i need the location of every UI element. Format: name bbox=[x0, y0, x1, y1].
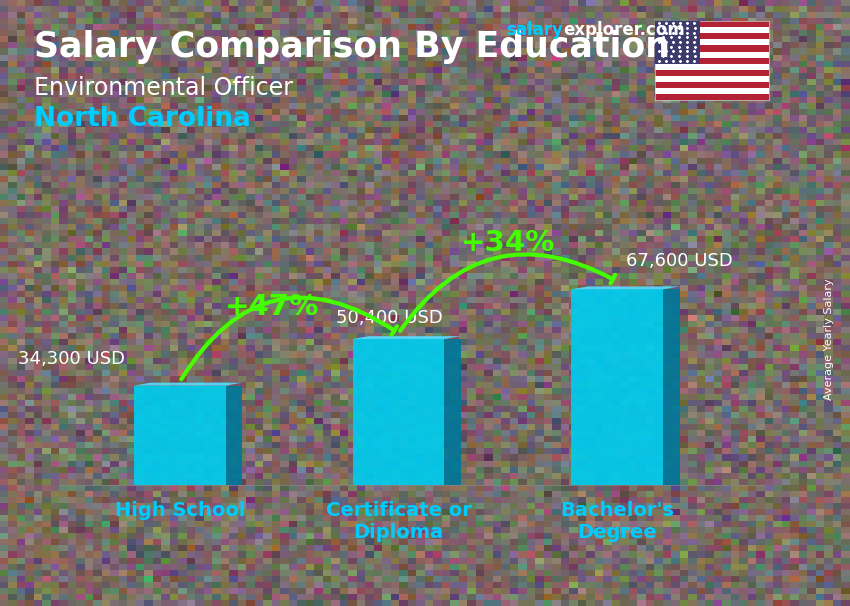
Bar bbox=[654, 45, 769, 52]
Text: Salary Comparison By Education: Salary Comparison By Education bbox=[34, 30, 670, 64]
Text: North Carolina: North Carolina bbox=[34, 106, 251, 132]
Text: Environmental Officer: Environmental Officer bbox=[34, 76, 293, 100]
Bar bbox=[654, 64, 769, 70]
Bar bbox=[654, 21, 769, 27]
Polygon shape bbox=[133, 382, 242, 385]
Polygon shape bbox=[571, 287, 680, 289]
Bar bbox=[654, 94, 769, 100]
FancyBboxPatch shape bbox=[133, 385, 226, 485]
Bar bbox=[654, 82, 769, 88]
Bar bbox=[654, 70, 769, 76]
Bar bbox=[654, 76, 769, 82]
Polygon shape bbox=[226, 385, 242, 485]
Text: 34,300 USD: 34,300 USD bbox=[18, 350, 125, 368]
FancyBboxPatch shape bbox=[571, 289, 663, 485]
Bar bbox=[654, 39, 769, 45]
Text: 50,400 USD: 50,400 USD bbox=[336, 310, 443, 327]
Bar bbox=[654, 21, 700, 64]
Text: +47%: +47% bbox=[224, 293, 319, 321]
Bar bbox=[654, 58, 769, 64]
Text: 67,600 USD: 67,600 USD bbox=[626, 251, 734, 270]
Text: explorer.com: explorer.com bbox=[564, 21, 685, 39]
FancyBboxPatch shape bbox=[353, 339, 445, 485]
Bar bbox=[654, 52, 769, 58]
Bar bbox=[654, 88, 769, 94]
Bar bbox=[654, 27, 769, 33]
Polygon shape bbox=[353, 336, 461, 339]
Bar bbox=[654, 33, 769, 39]
Polygon shape bbox=[445, 339, 461, 485]
Text: +34%: +34% bbox=[461, 229, 555, 257]
Polygon shape bbox=[663, 289, 680, 485]
Text: salary: salary bbox=[506, 21, 563, 39]
Text: Average Yearly Salary: Average Yearly Salary bbox=[824, 279, 834, 400]
